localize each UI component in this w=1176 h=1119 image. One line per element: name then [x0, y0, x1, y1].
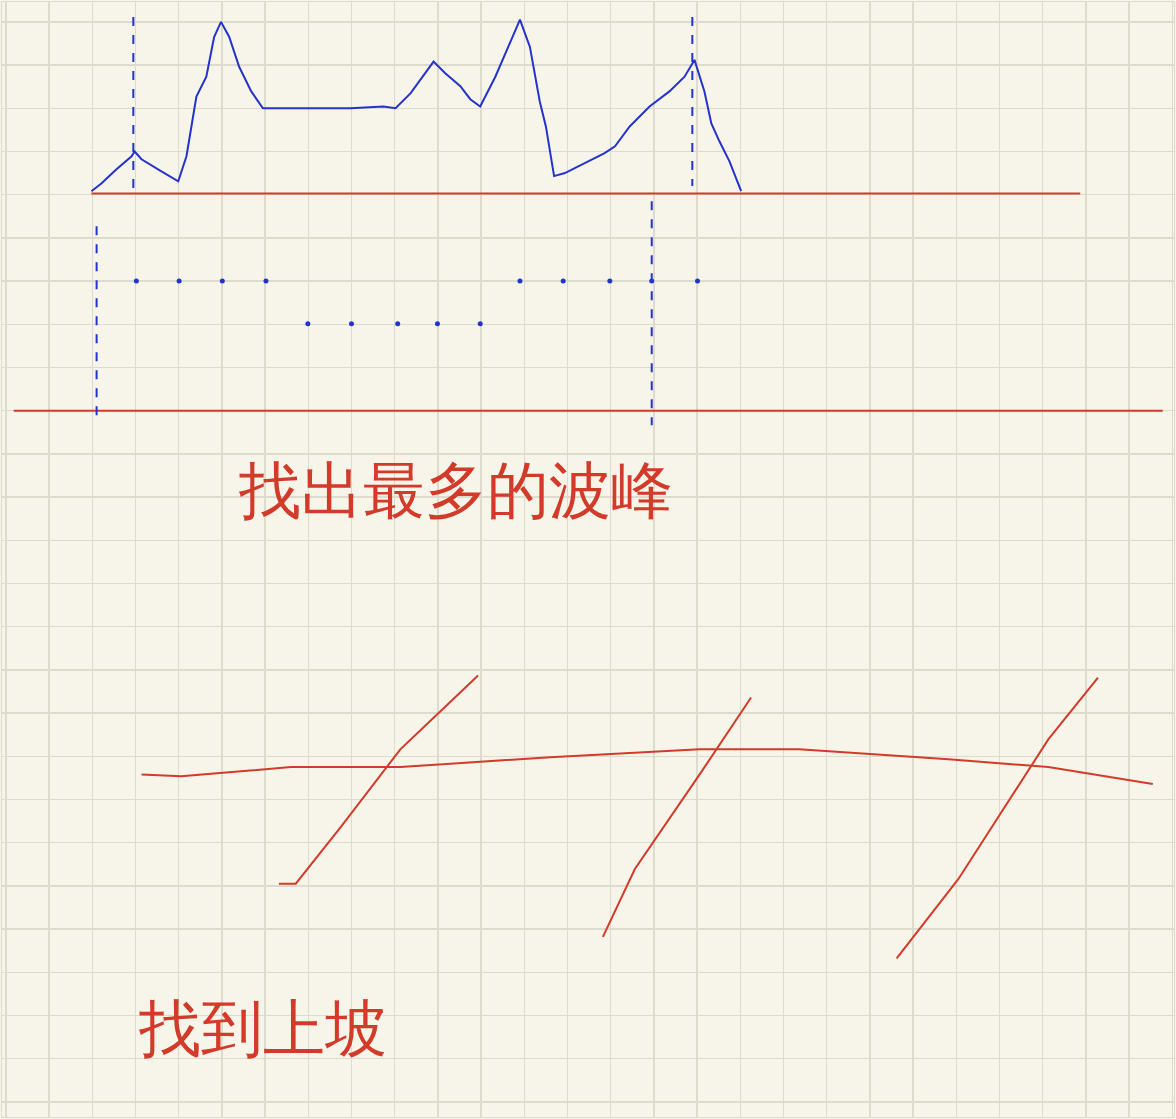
- svg-text:找到上坡: 找到上坡: [138, 992, 387, 1065]
- svg-text:找出最多的波峰: 找出最多的波峰: [238, 454, 673, 527]
